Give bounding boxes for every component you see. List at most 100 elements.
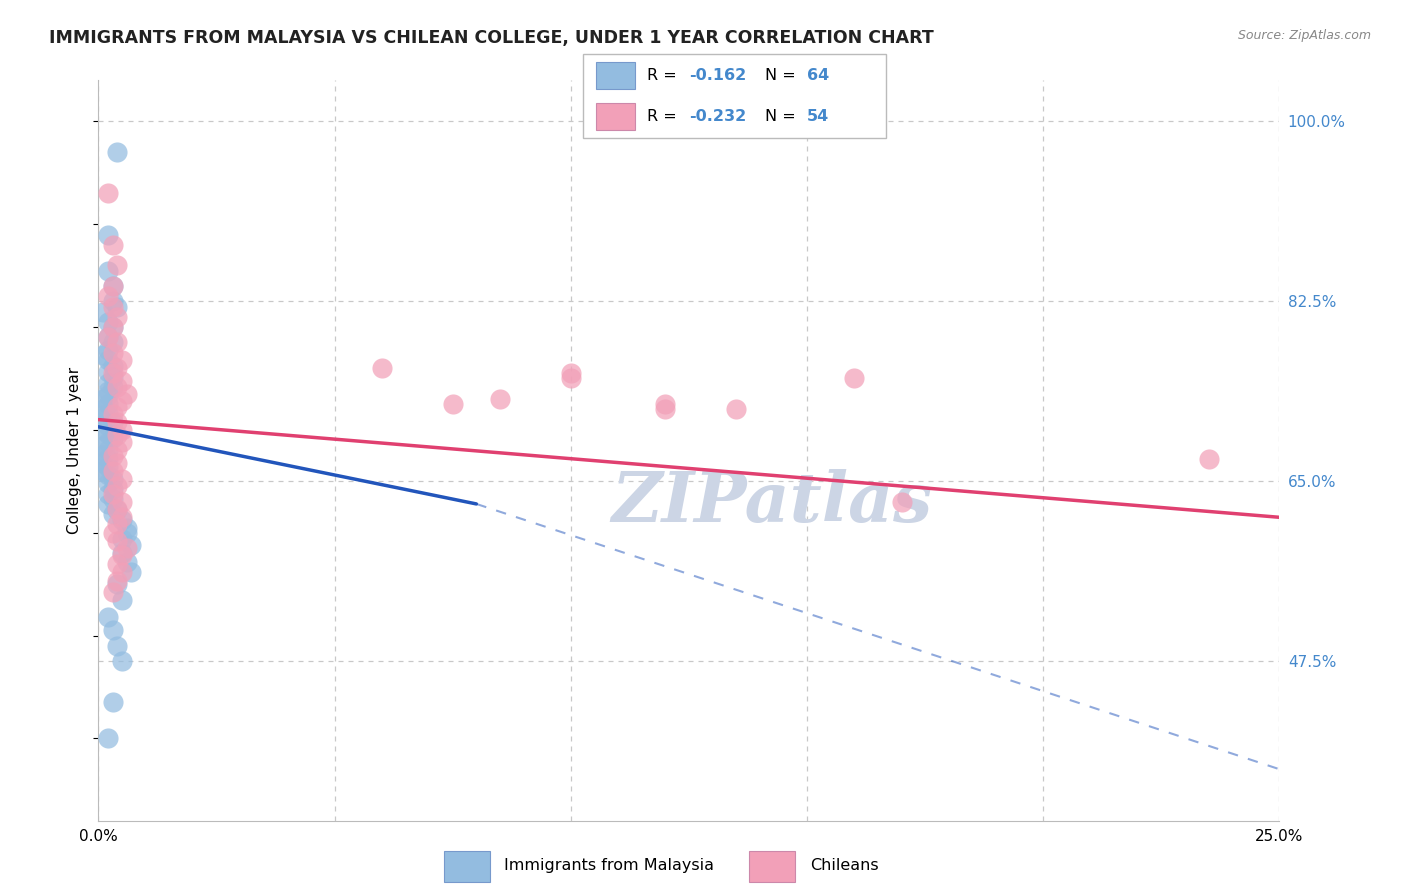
Point xyxy=(101,695,124,709)
Point xyxy=(111,510,134,524)
Point xyxy=(111,394,134,409)
Point xyxy=(105,533,128,548)
Point xyxy=(97,476,120,491)
Point xyxy=(101,380,124,394)
Text: 64: 64 xyxy=(807,68,830,83)
Point xyxy=(97,365,120,379)
Point xyxy=(91,410,114,425)
Point xyxy=(101,335,124,350)
Text: N =: N = xyxy=(765,109,801,124)
Point xyxy=(371,361,394,376)
Point xyxy=(111,374,134,388)
Point xyxy=(97,397,120,411)
Point xyxy=(101,300,124,314)
Text: Chileans: Chileans xyxy=(810,858,879,872)
Point xyxy=(101,320,124,334)
Point xyxy=(111,532,134,546)
Point xyxy=(91,423,114,437)
Point xyxy=(97,407,120,421)
Point xyxy=(654,402,676,417)
Point xyxy=(105,502,128,516)
Point xyxy=(97,353,120,368)
Point xyxy=(105,577,128,591)
Point xyxy=(105,428,128,442)
Point xyxy=(101,294,124,309)
Point xyxy=(101,345,124,359)
Point xyxy=(101,507,124,521)
Point xyxy=(97,186,120,201)
Point xyxy=(97,435,120,450)
Point xyxy=(97,459,120,474)
Text: 54: 54 xyxy=(807,109,830,124)
Point xyxy=(97,451,120,466)
Point xyxy=(105,443,128,458)
Point xyxy=(441,397,464,411)
Point xyxy=(115,525,138,540)
Point xyxy=(101,359,124,373)
Point xyxy=(105,259,128,273)
Point xyxy=(97,315,120,329)
Point xyxy=(97,497,120,511)
Point xyxy=(111,546,134,560)
Point xyxy=(101,585,124,599)
Point xyxy=(725,402,748,417)
Point xyxy=(1198,451,1220,466)
Point xyxy=(97,330,120,344)
Point xyxy=(105,557,128,571)
Point xyxy=(105,415,128,429)
Point xyxy=(101,431,124,445)
Point xyxy=(844,371,866,385)
Point xyxy=(111,435,134,450)
Point xyxy=(489,392,512,406)
Point xyxy=(91,464,114,478)
Point xyxy=(105,517,128,532)
Point xyxy=(91,456,114,470)
Point xyxy=(105,300,128,314)
Text: R =: R = xyxy=(647,109,682,124)
Point xyxy=(105,574,128,588)
Point xyxy=(111,592,134,607)
Point xyxy=(560,371,582,385)
Point xyxy=(101,482,124,496)
Point xyxy=(91,348,114,362)
Point xyxy=(91,304,114,318)
Point xyxy=(97,384,120,398)
Point xyxy=(97,610,120,624)
Point xyxy=(111,423,134,437)
FancyBboxPatch shape xyxy=(749,851,796,881)
Point xyxy=(115,555,138,569)
Point xyxy=(101,624,124,638)
Text: -0.162: -0.162 xyxy=(689,68,747,83)
Point xyxy=(115,520,138,534)
Y-axis label: College, Under 1 year: College, Under 1 year xyxy=(67,367,83,534)
Point xyxy=(105,380,128,394)
Point xyxy=(890,495,912,509)
Point xyxy=(91,392,114,406)
Point xyxy=(654,397,676,411)
FancyBboxPatch shape xyxy=(583,54,886,138)
Point xyxy=(101,408,124,422)
Text: -0.232: -0.232 xyxy=(689,109,747,124)
Point xyxy=(101,525,124,540)
Point xyxy=(101,464,124,478)
Point xyxy=(91,402,114,417)
Point xyxy=(115,387,138,401)
Point xyxy=(97,427,120,442)
Point xyxy=(97,486,120,500)
Point xyxy=(560,367,582,381)
Point xyxy=(101,237,124,252)
Point xyxy=(101,472,124,486)
FancyBboxPatch shape xyxy=(444,851,489,881)
FancyBboxPatch shape xyxy=(596,103,636,130)
Point xyxy=(97,418,120,433)
Point xyxy=(111,565,134,579)
Point xyxy=(101,449,124,463)
Point xyxy=(97,289,120,303)
Point xyxy=(97,731,120,746)
Text: N =: N = xyxy=(765,68,801,83)
Point xyxy=(111,549,134,563)
Point xyxy=(97,263,120,277)
Point xyxy=(121,565,143,579)
Point xyxy=(91,439,114,453)
Point xyxy=(97,343,120,357)
